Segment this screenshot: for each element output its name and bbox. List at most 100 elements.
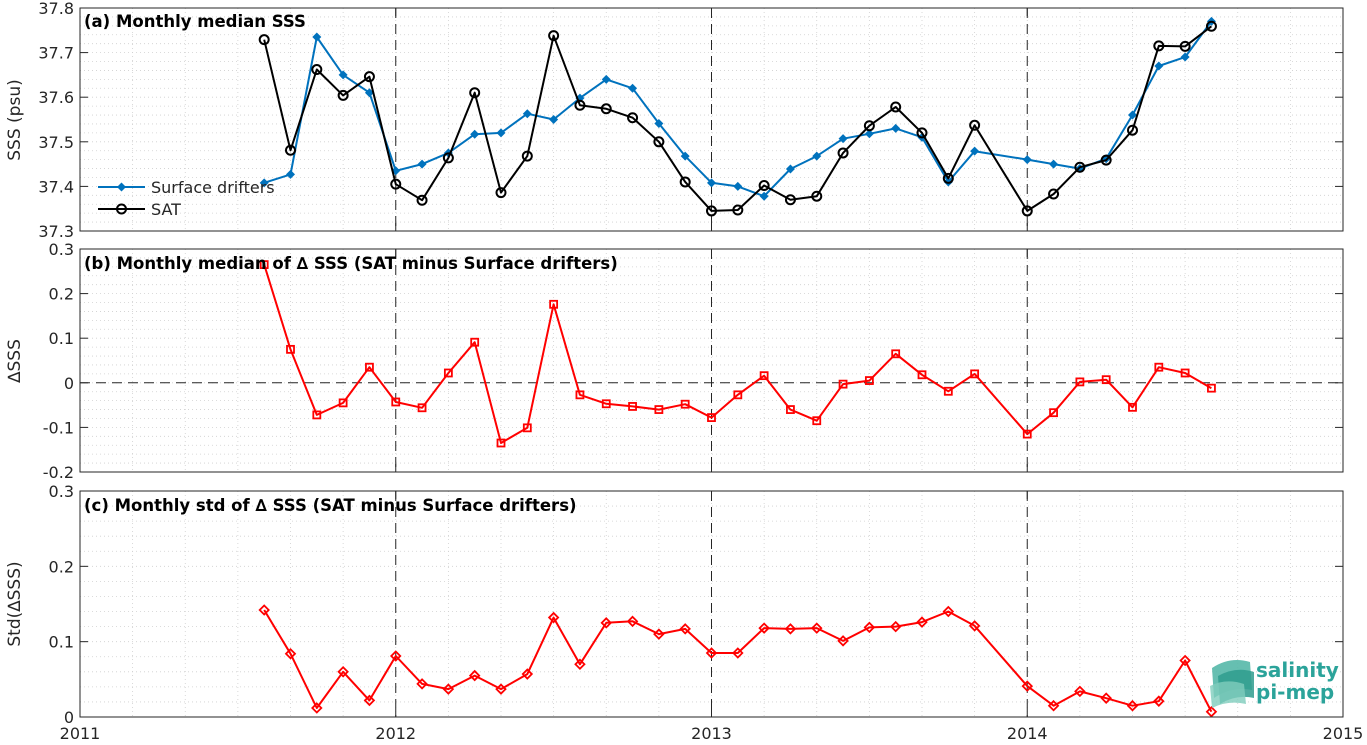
y-tick-label: -0.2 (43, 463, 74, 482)
data-point (470, 129, 480, 139)
data-point (863, 120, 875, 132)
data-point (1179, 40, 1191, 52)
data-point (417, 159, 427, 169)
data-point (1047, 699, 1060, 712)
data-point (416, 678, 428, 690)
data-point (285, 144, 296, 156)
data-point (338, 398, 348, 408)
data-point (732, 204, 744, 216)
y-tick-label: 0.3 (49, 240, 74, 259)
y-tick-label: 0 (64, 708, 74, 727)
data-point (1021, 680, 1034, 692)
data-point (311, 64, 323, 76)
panel-c-series (258, 604, 1218, 718)
data-point (680, 399, 690, 409)
data-point (1022, 429, 1032, 439)
data-point (417, 403, 427, 413)
data-point (1180, 368, 1190, 378)
data-point (1153, 695, 1165, 707)
data-point (970, 146, 980, 156)
data-point (1048, 188, 1060, 200)
series-line-panel-c (263, 609, 1213, 713)
logo-line-1: salinity (1256, 658, 1339, 682)
panel-c-year-lines (395, 491, 1028, 717)
data-point (1022, 155, 1032, 165)
data-point (786, 405, 795, 414)
legend-label-surface-drifters: Surface drifters (151, 178, 275, 197)
data-point (601, 74, 611, 84)
data-point (521, 668, 534, 680)
data-point (1154, 61, 1164, 71)
x-tick-label-2011: 2011 (60, 724, 101, 743)
panel-a-y-ticks: 37.3 37.4 37.5 37.6 37.7 37.8 (38, 0, 1344, 241)
x-tick-label-2013: 2013 (691, 724, 732, 743)
panel-b-title: (b) Monthly median of ∆ SSS (SAT minus S… (84, 254, 618, 273)
data-point (284, 647, 297, 660)
data-point (1128, 402, 1137, 412)
y-tick-label: 37.5 (38, 133, 74, 152)
y-tick-label: 37.3 (38, 222, 74, 241)
data-point (1154, 362, 1164, 372)
y-tick-label: 0.1 (49, 329, 74, 348)
y-tick-label: 37.8 (38, 0, 74, 18)
panel-b-grid (80, 249, 1343, 472)
data-point (968, 620, 981, 632)
data-point (548, 30, 560, 42)
panel-c-grid (80, 491, 1343, 717)
x-axis-ticks: 2011 2012 2013 2014 2015 (60, 724, 1364, 743)
data-point (759, 371, 769, 381)
data-point (1100, 154, 1112, 166)
panel-c-y-ticks: 0 0.1 0.2 0.3 (49, 482, 1344, 727)
data-point (574, 658, 586, 671)
y-tick-label: 37.4 (38, 177, 74, 196)
data-point (601, 399, 611, 409)
data-point (574, 99, 586, 111)
data-point (311, 702, 323, 714)
data-point (391, 397, 401, 407)
data-point (1179, 654, 1191, 667)
panel-c-std-delta-sss: 0 0.1 0.2 0.3 2011 2012 2013 2014 2015 (c) Mont… (5, 482, 1363, 743)
y-tick-label: 0.3 (49, 482, 74, 501)
data-point (654, 119, 664, 129)
panel-a-title: (a) Monthly median SSS (84, 12, 306, 31)
data-point (496, 128, 506, 138)
data-point (495, 187, 507, 199)
data-point (891, 123, 901, 133)
data-point (705, 647, 718, 659)
data-point (758, 180, 770, 192)
data-point (889, 620, 902, 633)
data-point (812, 151, 822, 161)
series-line-surface-drifters (263, 20, 1213, 198)
data-point (784, 623, 797, 635)
data-point (626, 615, 639, 628)
logo-emblem-icon (1210, 660, 1254, 708)
data-point (258, 604, 270, 616)
data-point (628, 402, 637, 411)
data-point (733, 181, 743, 191)
data-point (365, 362, 374, 372)
data-point (654, 405, 664, 414)
y-tick-label: -0.1 (43, 418, 74, 437)
data-point (890, 101, 902, 113)
data-point (416, 194, 428, 206)
data-point (916, 616, 928, 628)
data-point (1021, 205, 1033, 217)
data-point (1049, 408, 1058, 418)
data-point (706, 205, 717, 217)
data-point (259, 178, 269, 188)
data-point (1205, 20, 1217, 32)
data-point (784, 194, 796, 206)
data-point (312, 410, 322, 420)
legend-label-sat: SAT (151, 200, 181, 219)
data-point (1128, 110, 1137, 120)
data-point (891, 349, 901, 359)
data-point (1180, 52, 1190, 62)
data-point (522, 109, 532, 119)
data-point (1049, 159, 1059, 169)
data-point (943, 386, 953, 396)
y-tick-label: 37.7 (38, 44, 74, 63)
panel-c-title: (c) Monthly std of ∆ SSS (SAT minus Surf… (84, 496, 577, 515)
panel-b-y-ticks: -0.2 -0.1 0 0.1 0.2 0.3 (43, 240, 1344, 482)
data-point (522, 423, 532, 433)
panel-b-series (259, 260, 1216, 448)
